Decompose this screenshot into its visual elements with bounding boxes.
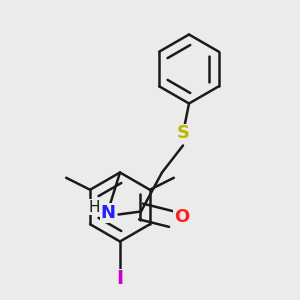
Text: H: H	[89, 200, 100, 214]
Text: S: S	[176, 124, 190, 142]
Text: N: N	[100, 204, 116, 222]
Text: I: I	[116, 269, 124, 289]
Text: O: O	[174, 208, 189, 226]
